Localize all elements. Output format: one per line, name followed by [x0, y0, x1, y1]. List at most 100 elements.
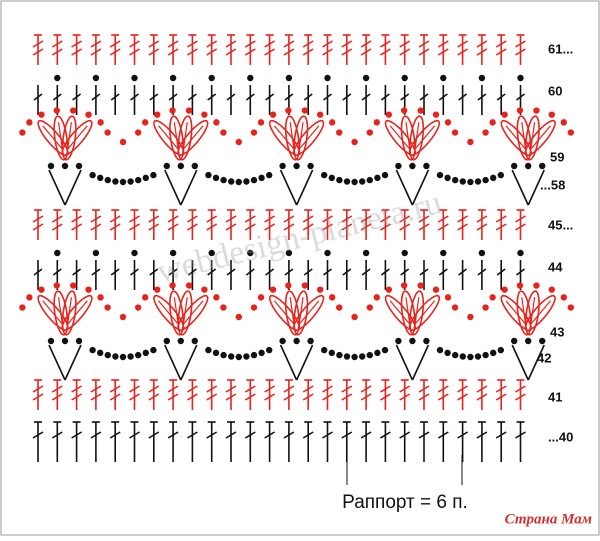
chain-dot: [374, 174, 381, 182]
chain-dot: [516, 282, 524, 289]
chain-dot: [104, 176, 112, 184]
stitch: [418, 431, 430, 439]
stitch: [225, 393, 237, 401]
chain-dot: [366, 351, 373, 359]
chain-dot: [235, 353, 242, 361]
stitch: [148, 40, 160, 48]
stitch: [32, 223, 44, 231]
chain-dot: [104, 129, 111, 136]
stitch: [399, 385, 411, 393]
stitch: [457, 215, 469, 223]
chain-dot: [359, 178, 366, 185]
stitch: [225, 40, 237, 48]
stitch: [90, 48, 102, 56]
stitch: [438, 93, 448, 101]
stitch: [264, 385, 276, 393]
stitch: [52, 93, 62, 101]
chain-dot: [478, 74, 486, 82]
stitch: [90, 215, 102, 223]
chain-dot: [328, 294, 336, 301]
stitch: [186, 215, 198, 223]
stitch: [186, 385, 198, 393]
stitch: [419, 93, 429, 101]
chain-dot: [119, 138, 127, 146]
chain-dot: [243, 353, 250, 360]
chain-dot: [212, 349, 220, 357]
stitch: [71, 48, 83, 56]
stitch: [457, 40, 469, 48]
stitch: [360, 223, 372, 231]
stitch: [244, 48, 256, 56]
stitch: [33, 93, 43, 101]
fan-stem: [66, 300, 88, 326]
chain-dot: [235, 313, 242, 321]
v-stitch: [411, 344, 430, 381]
chain-dot: [127, 353, 134, 360]
stitch: [400, 268, 410, 276]
stitch: [71, 215, 83, 223]
stitch: [167, 223, 179, 231]
fan-loop: [169, 115, 185, 161]
fan-stem: [158, 125, 180, 151]
chain-dot: [328, 174, 335, 182]
v-stitch: [180, 344, 198, 381]
stitch: [90, 385, 102, 393]
chain-dot: [163, 337, 170, 345]
stitch: [109, 215, 121, 223]
fan-stem: [505, 300, 527, 326]
chain-dot: [440, 249, 447, 257]
chain-dot: [459, 353, 466, 360]
stitch: [495, 385, 507, 393]
stitch: [322, 223, 333, 231]
stitch: [51, 385, 63, 393]
chain-dot: [142, 174, 149, 182]
stitch: [244, 385, 256, 393]
chain-dot: [177, 337, 184, 345]
stitch: [244, 40, 256, 48]
chain-dot: [85, 286, 92, 293]
chain-dot: [517, 74, 524, 82]
stitch: [109, 393, 121, 401]
chain-dot: [61, 162, 69, 170]
stitch: [244, 215, 256, 223]
chain-dot: [75, 337, 83, 345]
chain-dot: [301, 107, 309, 114]
chain-dot: [97, 174, 104, 182]
stitch: [457, 385, 469, 393]
stitch: [379, 215, 391, 223]
chain-dot: [201, 286, 208, 293]
chain-dot: [177, 162, 184, 170]
fan-loop: [177, 115, 193, 161]
stitch: [226, 268, 236, 276]
chain-dot: [395, 162, 402, 170]
chain-dot: [26, 294, 33, 301]
fan-loop: [177, 119, 209, 157]
stitch: [167, 48, 179, 56]
chain-dot: [525, 337, 532, 345]
chain-dot: [366, 304, 373, 311]
stitch: [476, 431, 488, 439]
fan-loop: [177, 290, 193, 336]
stitch: [225, 431, 237, 439]
stitch: [322, 393, 333, 401]
stitch: [322, 215, 333, 223]
chain-dot: [257, 119, 265, 126]
fan-loop: [293, 115, 309, 161]
chain-dot: [336, 176, 343, 184]
chain-dot: [70, 107, 77, 114]
stitch: [361, 268, 371, 276]
stitch: [341, 223, 353, 231]
stitch: [515, 385, 526, 393]
chain-dot: [220, 129, 227, 136]
stitch: [32, 40, 44, 48]
stitch: [284, 268, 294, 276]
row-label: 41: [548, 389, 562, 404]
stitch: [168, 268, 178, 276]
stitch: [32, 385, 44, 393]
stitch: [32, 215, 44, 223]
chain-dot: [293, 162, 300, 170]
stitch: [109, 385, 121, 393]
stitch: [341, 385, 353, 393]
fan-loop: [524, 119, 556, 157]
